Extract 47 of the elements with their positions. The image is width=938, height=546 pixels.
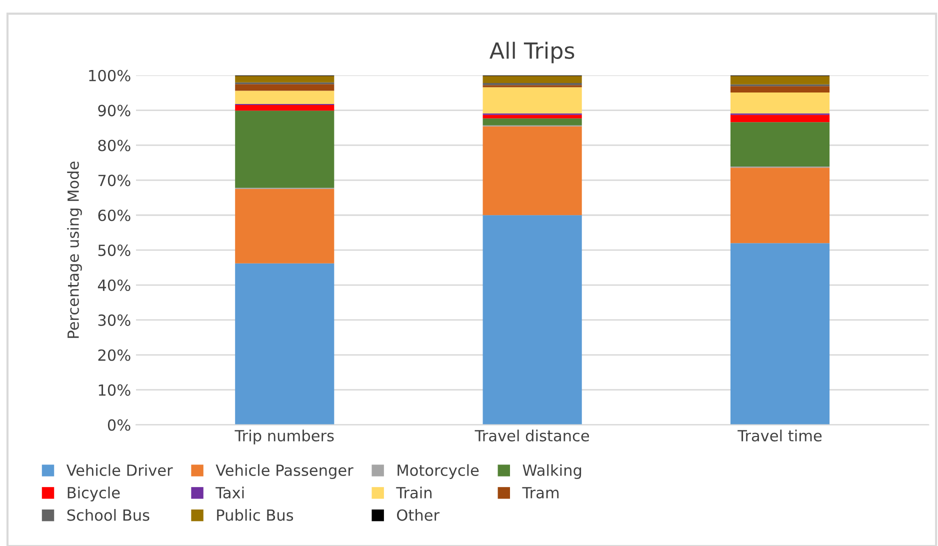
bar <box>482 87 582 114</box>
y-tick-label: 70% <box>98 174 130 186</box>
legend-label: Public Bus <box>217 509 294 521</box>
legend-label: School Bus <box>67 509 150 521</box>
legend-label: Walking <box>522 464 582 479</box>
y-tick-label: 40% <box>98 279 130 292</box>
x-tick-label: Travel time <box>738 430 822 442</box>
bar <box>730 92 830 114</box>
y-tick-label: 0% <box>108 419 130 431</box>
bar <box>235 263 334 425</box>
x-tick-label: Trip numbers <box>234 430 334 444</box>
y-tick-label: 50% <box>98 244 130 256</box>
bar <box>482 118 582 126</box>
bar <box>482 126 582 216</box>
x-tick-label: Travel distance <box>474 430 589 442</box>
bar <box>730 114 830 122</box>
y-tick-label: 20% <box>98 349 130 361</box>
bar <box>235 110 334 188</box>
legend-label: Tram <box>522 487 559 498</box>
y-tick-label: 80% <box>98 140 130 152</box>
legend-label: Vehicle Passenger <box>216 464 354 479</box>
legend-label: Vehicle Driver <box>66 464 173 476</box>
bar <box>482 215 582 425</box>
legend-label: Train <box>396 486 432 498</box>
bar <box>235 188 334 264</box>
y-tick-label: 10% <box>98 384 130 396</box>
bar <box>235 76 334 82</box>
chart-title: All Trips <box>490 42 574 64</box>
legend-label: Other <box>397 509 440 521</box>
bar <box>235 105 334 111</box>
bar <box>730 76 830 84</box>
bar <box>482 114 582 118</box>
bar <box>730 122 830 167</box>
y-tick-label: 30% <box>98 314 130 326</box>
legend-label: Taxi <box>216 486 244 498</box>
bar <box>730 86 830 92</box>
legend-label: Motorcycle <box>398 464 479 479</box>
bar <box>235 84 334 91</box>
y-tick-label: 90% <box>98 104 130 116</box>
y-tick-label: 100% <box>89 70 130 82</box>
bar <box>730 168 830 244</box>
bar <box>235 90 334 104</box>
legend-label: Bicycle <box>68 486 120 502</box>
bar <box>730 243 830 425</box>
y-tick-label: 60% <box>98 210 130 222</box>
y-axis-title: Percentage using Mode <box>67 162 82 338</box>
bar <box>482 76 582 84</box>
